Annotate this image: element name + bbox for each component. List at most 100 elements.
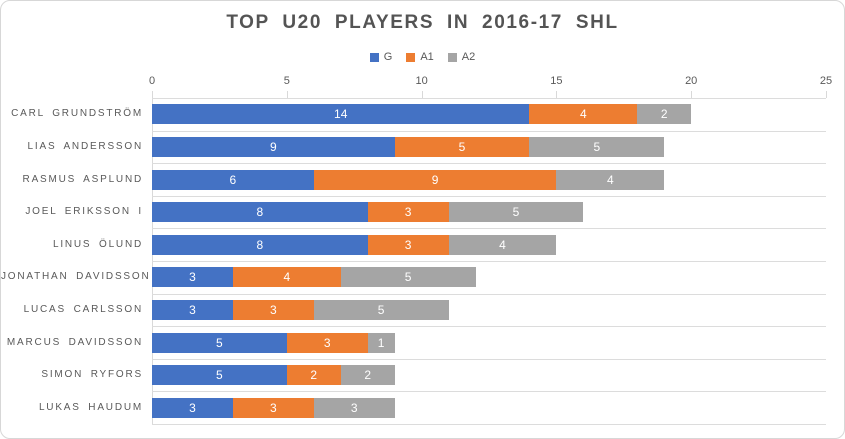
x-axis-label: 10 [415,75,428,87]
legend-swatch-icon [369,52,379,62]
row-separator [152,391,826,392]
x-axis-tick [691,91,693,98]
bar-segment-a1: 3 [232,300,314,320]
bar-value-label: 3 [323,336,331,350]
bar-value-label: 4 [580,107,587,121]
category-label: SIMON RYFORS [41,369,143,380]
category-label: LIAS ANDERSSON [27,141,143,152]
bar-value-label: 5 [377,303,385,317]
bar-value-label: 5 [593,140,601,154]
category-label: RASMUS ASPLUND [22,174,143,185]
bar-value-label: 9 [269,140,277,154]
bar-segment-a2: 1 [367,333,395,353]
row-separator [152,294,826,295]
bar-segment-a2: 5 [529,137,665,157]
bar-segment-a2: 5 [340,267,476,287]
category-label: CARL GRUNDSTRÖM [11,108,143,119]
row-separator [152,131,826,132]
bar-segment-a1: 4 [529,104,638,124]
legend-label: A1 [420,51,434,63]
x-axis-label: 15 [550,75,563,87]
legend-item-g: G [369,51,393,63]
bar-value-label: 6 [229,173,237,187]
legend-item-a1: A1 [406,51,434,63]
bar-segment-g: 5 [152,365,287,385]
bar-segment-a2: 3 [313,398,395,418]
bar-segment-g: 8 [152,235,368,255]
bar-segment-g: 8 [152,202,368,222]
bar-segment-a2: 4 [556,170,665,190]
bar-value-label: 5 [216,368,223,382]
row-separator [152,326,826,327]
legend-label: G [383,51,393,63]
bar-value-label: 1 [377,336,385,350]
bar-segment-g: 6 [152,170,314,190]
bar-segment-a2: 4 [448,235,557,255]
x-axis-label: 0 [148,75,156,87]
row-separator [152,359,826,360]
row-separator [152,196,826,197]
bar-value-label: 3 [404,238,412,252]
legend-item-a2: A2 [447,51,476,63]
bar-segment-a2: 5 [313,300,449,320]
bar-value-label: 2 [310,368,318,382]
bar-segment-g: 5 [152,333,287,353]
bar-value-label: 8 [256,238,264,252]
x-axis-tick [556,91,558,98]
bar-value-label: 3 [404,205,412,219]
bar-value-label: 5 [404,270,412,284]
bar-segment-g: 3 [152,398,233,418]
row-separator [152,228,826,229]
row-separator [152,98,826,99]
bar-segment-g: 14 [152,104,530,124]
legend-swatch-icon [406,52,416,62]
bar-segment-g: 3 [152,300,233,320]
x-axis-tick [826,91,827,98]
category-label: LINUS ÖLUND [52,239,143,250]
category-label: LUKAS HAUDUM [38,402,143,413]
bar-value-label: 3 [350,401,358,415]
row-separator [152,261,826,262]
bar-segment-a2: 2 [340,365,395,385]
row-separator [152,163,826,164]
bar-segment-g: 9 [152,137,395,157]
bar-segment-a1: 2 [286,365,341,385]
bar-value-label: 3 [189,401,196,415]
bar-segment-a1: 9 [313,170,557,190]
bar-segment-a1: 3 [232,398,314,418]
bar-segment-a1: 3 [286,333,368,353]
legend-swatch-icon [447,52,457,62]
x-axis-tick [152,91,153,98]
bar-segment-a1: 4 [232,267,341,287]
bar-value-label: 9 [431,173,439,187]
bar-value-label: 14 [334,107,348,121]
bar-value-label: 5 [458,140,466,154]
bar-segment-a1: 5 [394,137,530,157]
x-axis-label: 25 [819,75,833,87]
bar-value-label: 2 [364,368,372,382]
bar-value-label: 5 [216,336,223,350]
category-label: JONATHAN DAVIDSSON [1,271,151,282]
x-axis-label: 20 [685,75,698,87]
bar-segment-a1: 3 [367,235,449,255]
category-label: MARCUS DAVIDSSON [6,337,143,348]
x-axis-label: 5 [283,75,290,87]
category-label: LUCAS CARLSSON [23,304,143,315]
bar-value-label: 4 [283,270,291,284]
bar-value-label: 3 [189,270,196,284]
bar-value-label: 3 [269,401,277,415]
bar-value-label: 3 [189,303,196,317]
bar-segment-a2: 5 [448,202,584,222]
x-axis-tick [421,91,423,98]
bar-value-label: 2 [660,107,668,121]
bar-segment-a2: 2 [637,104,692,124]
bar-value-label: 5 [512,205,520,219]
chart-title: TOP U20 PLAYERS IN 2016-17 SHL [226,12,619,33]
legend-label: A2 [461,51,476,63]
bar-value-label: 4 [606,173,614,187]
bar-segment-g: 3 [152,267,233,287]
bar-value-label: 3 [269,303,277,317]
row-separator [152,424,826,425]
